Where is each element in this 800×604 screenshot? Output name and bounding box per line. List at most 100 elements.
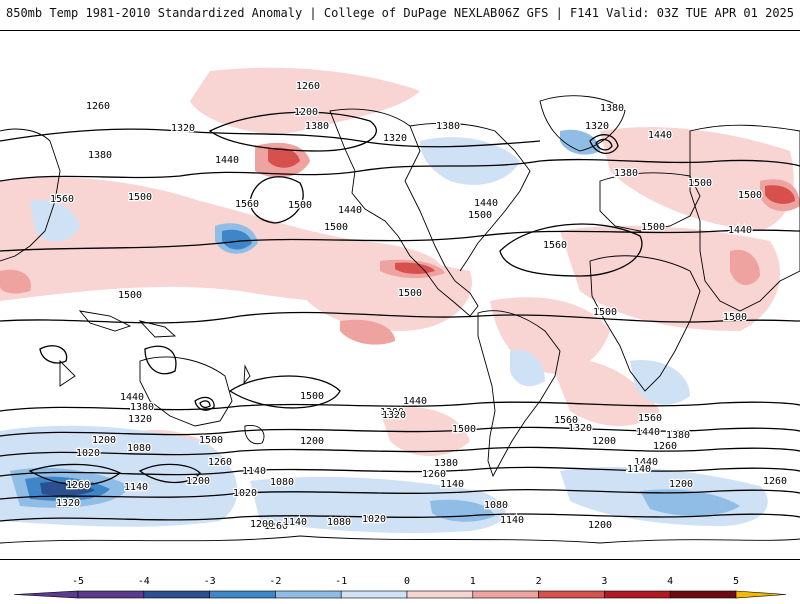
- contour-label: 1260: [264, 521, 288, 532]
- anomaly-shading: [0, 67, 800, 533]
- contour-label: 1500: [398, 288, 422, 299]
- contour-label: 1380: [305, 121, 329, 132]
- colorbar-tick-label: 3: [601, 576, 607, 587]
- contour-label: 1380: [380, 407, 404, 418]
- warm-anomaly-area: [190, 67, 420, 134]
- height-contours: [0, 111, 800, 522]
- contour-line: [0, 466, 800, 477]
- contour-label: 1500: [593, 307, 617, 318]
- contour-label: 1500: [118, 290, 142, 301]
- cool-anomaly-core: [640, 489, 740, 517]
- contour-label: 1320: [585, 121, 609, 132]
- contour-label: 1500: [468, 210, 492, 221]
- colorbar-bin: [406, 590, 474, 599]
- contour-line: [0, 158, 800, 182]
- greenland-coast: [539, 95, 626, 152]
- contour-label: 1320: [128, 414, 152, 425]
- contour-line: [0, 426, 800, 437]
- warm-anomaly-area: [600, 127, 794, 231]
- contour-line: [0, 128, 541, 148]
- island-coast: [244, 425, 265, 445]
- warm-anomaly-area: [550, 359, 660, 426]
- contour-label: 1200: [250, 519, 274, 530]
- colorbar-over-triangle: [735, 590, 787, 599]
- colorbar-bin: [77, 590, 145, 599]
- colorbar-bin: [538, 590, 605, 599]
- contour-label: 1500: [688, 178, 712, 189]
- contour-label: 1500: [300, 391, 324, 402]
- contour-label: 1080: [484, 500, 508, 511]
- colorbar-tick-label: 0: [404, 576, 410, 587]
- contour-label: 1200: [186, 476, 210, 487]
- north-america-coast: [409, 122, 531, 272]
- map-canvas: 1260126012001380132013201380138013801320…: [0, 67, 800, 544]
- contour-line: [208, 111, 377, 152]
- warm-anomaly-core: [730, 249, 760, 286]
- contour-line: [39, 345, 68, 364]
- contour-label: 1020: [362, 514, 386, 525]
- north-america-coast: [329, 108, 479, 317]
- cool-anomaly-area: [630, 360, 690, 405]
- contour-line: [228, 375, 341, 409]
- contour-label: 1320: [56, 498, 80, 509]
- contour-line: [194, 396, 215, 411]
- contour-line: [199, 400, 211, 409]
- contour-line: [0, 229, 800, 252]
- colorbar-tick-label: 4: [667, 576, 673, 587]
- cool-anomaly-area: [510, 350, 545, 387]
- colorbar-bin: [472, 590, 539, 599]
- model-run-info: 06Z GFS | F141 Valid: 03Z TUE APR 01 202…: [497, 6, 794, 20]
- contour-labels: 1260126012001380132013201380138013801320…: [49, 80, 789, 534]
- contour-label: 1140: [440, 479, 464, 490]
- contour-label: 1200: [92, 435, 116, 446]
- contour-label: 1440: [634, 457, 658, 468]
- contour-label: 1440: [403, 396, 427, 407]
- contour-label: 1200: [300, 436, 324, 447]
- contour-line: [0, 401, 800, 412]
- contour-label: 1380: [600, 103, 624, 114]
- contour-label: 1440: [215, 155, 239, 166]
- cool-anomaly-area: [420, 137, 520, 185]
- contour-label: 1440: [648, 130, 672, 141]
- contour-line: [0, 311, 800, 324]
- colorbar-tick-label: -4: [138, 576, 150, 587]
- header-bar: 850mb Temp 1981-2010 Standardized Anomal…: [0, 0, 800, 30]
- colorbar-bin: [209, 590, 276, 599]
- colorbar-bin: [143, 590, 210, 599]
- colorbar-under-triangle: [13, 590, 79, 599]
- warm-anomaly-area: [560, 225, 780, 331]
- contour-label: 1500: [199, 435, 223, 446]
- warm-anomaly-core: [765, 185, 795, 204]
- cool-anomaly-area: [250, 476, 506, 533]
- colorbar-tick-label: -5: [72, 576, 84, 587]
- colorbar-bin: [275, 590, 342, 599]
- contour-label: 1380: [434, 458, 458, 469]
- cool-anomaly-area: [30, 199, 80, 242]
- contour-label: 1500: [452, 424, 476, 435]
- warm-anomaly-core: [340, 319, 395, 345]
- contour-label: 1500: [128, 192, 152, 203]
- contour-label: 1200: [592, 436, 616, 447]
- colorbar-tick-label: 1: [470, 576, 476, 587]
- contour-label: 1380: [130, 402, 154, 413]
- contour-label: 1140: [124, 482, 148, 493]
- contour-label: 1440: [636, 427, 660, 438]
- coastlines: [0, 95, 800, 544]
- contour-label: 1500: [288, 200, 312, 211]
- contour-line: [144, 345, 177, 375]
- contour-label: 1140: [627, 464, 651, 475]
- contour-line: [0, 446, 800, 457]
- contour-line: [499, 223, 643, 277]
- warm-anomaly-core: [268, 147, 300, 168]
- asia-coast: [0, 128, 61, 262]
- island-coast: [138, 320, 177, 338]
- colorbar-bin: [669, 590, 737, 599]
- colorbar-bins: [13, 590, 787, 599]
- contour-label: 1320: [382, 410, 406, 421]
- colorbar-tick-label: -3: [204, 576, 216, 587]
- contour-label: 1440: [474, 198, 498, 209]
- contour-label: 1560: [543, 240, 567, 251]
- contour-line: [138, 463, 201, 484]
- antarctica-coast: [0, 535, 800, 544]
- contour-label: 1320: [171, 123, 195, 134]
